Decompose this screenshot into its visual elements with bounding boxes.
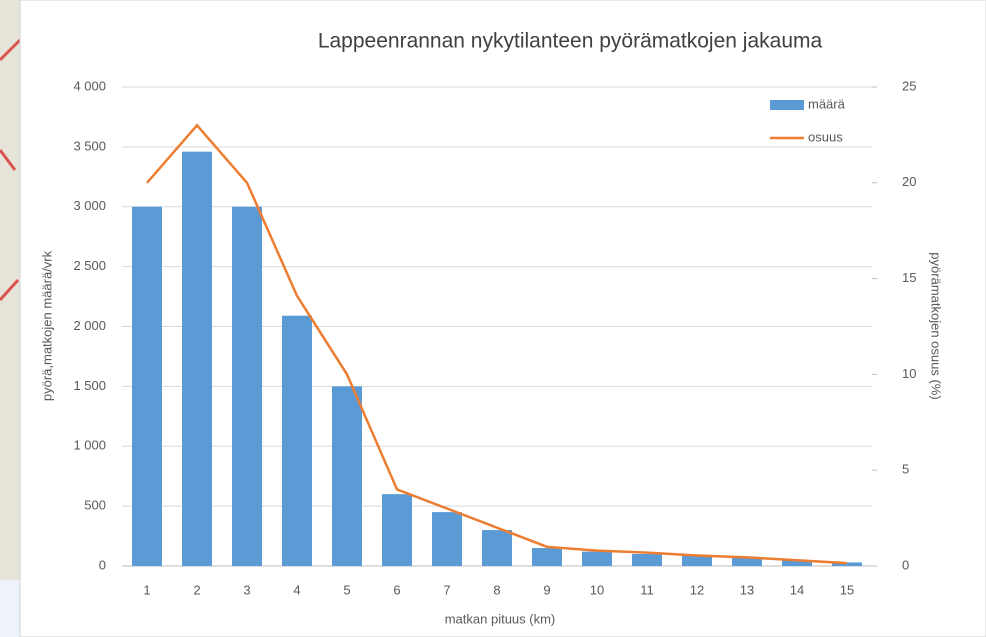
x-tick-label: 3 [243, 582, 250, 597]
x-tick-label: 6 [393, 582, 400, 597]
x-tick-label: 13 [740, 582, 754, 597]
x-tick-label: 12 [690, 582, 704, 597]
bar [432, 512, 462, 566]
bar [582, 551, 612, 566]
bar [132, 206, 162, 566]
y2-tick-label: 0 [902, 557, 909, 572]
bar [732, 557, 762, 566]
y-tick-label: 0 [99, 557, 106, 572]
y-tick-label: 4 000 [73, 78, 106, 93]
y-tick-label: 2 500 [73, 258, 106, 273]
legend-swatch [770, 100, 804, 110]
x-tick-label: 2 [193, 582, 200, 597]
line [146, 123, 848, 565]
y2-axis-label: pyörämatkojen osuus (%) [929, 252, 944, 399]
bar [482, 530, 512, 566]
y-tick-label: 1 500 [73, 378, 106, 393]
y2-tick-label: 20 [902, 174, 916, 189]
chart-title: Lappeenrannan nykytilanteen pyörämatkoje… [318, 30, 823, 53]
x-tick-label: 4 [293, 582, 300, 597]
y-tick-label: 3 500 [73, 138, 106, 153]
x-tick-label: 15 [840, 582, 854, 597]
y-tick-label: 1 000 [73, 438, 106, 453]
y-tick-label: 3 000 [73, 198, 106, 213]
x-tick-label: 9 [543, 582, 550, 597]
y2-tick-label: 25 [902, 78, 916, 93]
x-tick-label: 1 [143, 582, 150, 597]
bar [282, 315, 312, 566]
bar [682, 555, 712, 566]
map-panel [0, 580, 22, 637]
x-tick-label: 14 [790, 582, 804, 597]
bar [382, 494, 412, 566]
y-tick-label: 2 000 [73, 318, 106, 333]
map-road [0, 38, 22, 302]
legend-label: osuus [808, 129, 843, 144]
x-tick-label: 10 [590, 582, 604, 597]
y2-tick-label: 10 [902, 366, 916, 381]
x-tick-label: 8 [493, 582, 500, 597]
bar [232, 206, 262, 566]
bar [332, 386, 362, 566]
y2-tick-label: 5 [902, 462, 909, 477]
y2-tick-label: 15 [902, 270, 916, 285]
bar [182, 151, 212, 567]
bar [632, 554, 662, 566]
x-tick-label: 7 [443, 582, 450, 597]
x-tick-label: 11 [640, 582, 654, 597]
x-tick-label: 5 [343, 582, 350, 597]
x-axis-label: matkan pituus (km) [445, 611, 556, 626]
legend-label: määrä [808, 96, 846, 111]
bar [832, 562, 862, 566]
y-axis-label: pyörä,matkojen määrä/vrk [39, 250, 54, 401]
bar [532, 548, 562, 566]
map-strip [0, 0, 22, 637]
y-tick-label: 500 [84, 498, 106, 513]
bar [782, 560, 812, 566]
